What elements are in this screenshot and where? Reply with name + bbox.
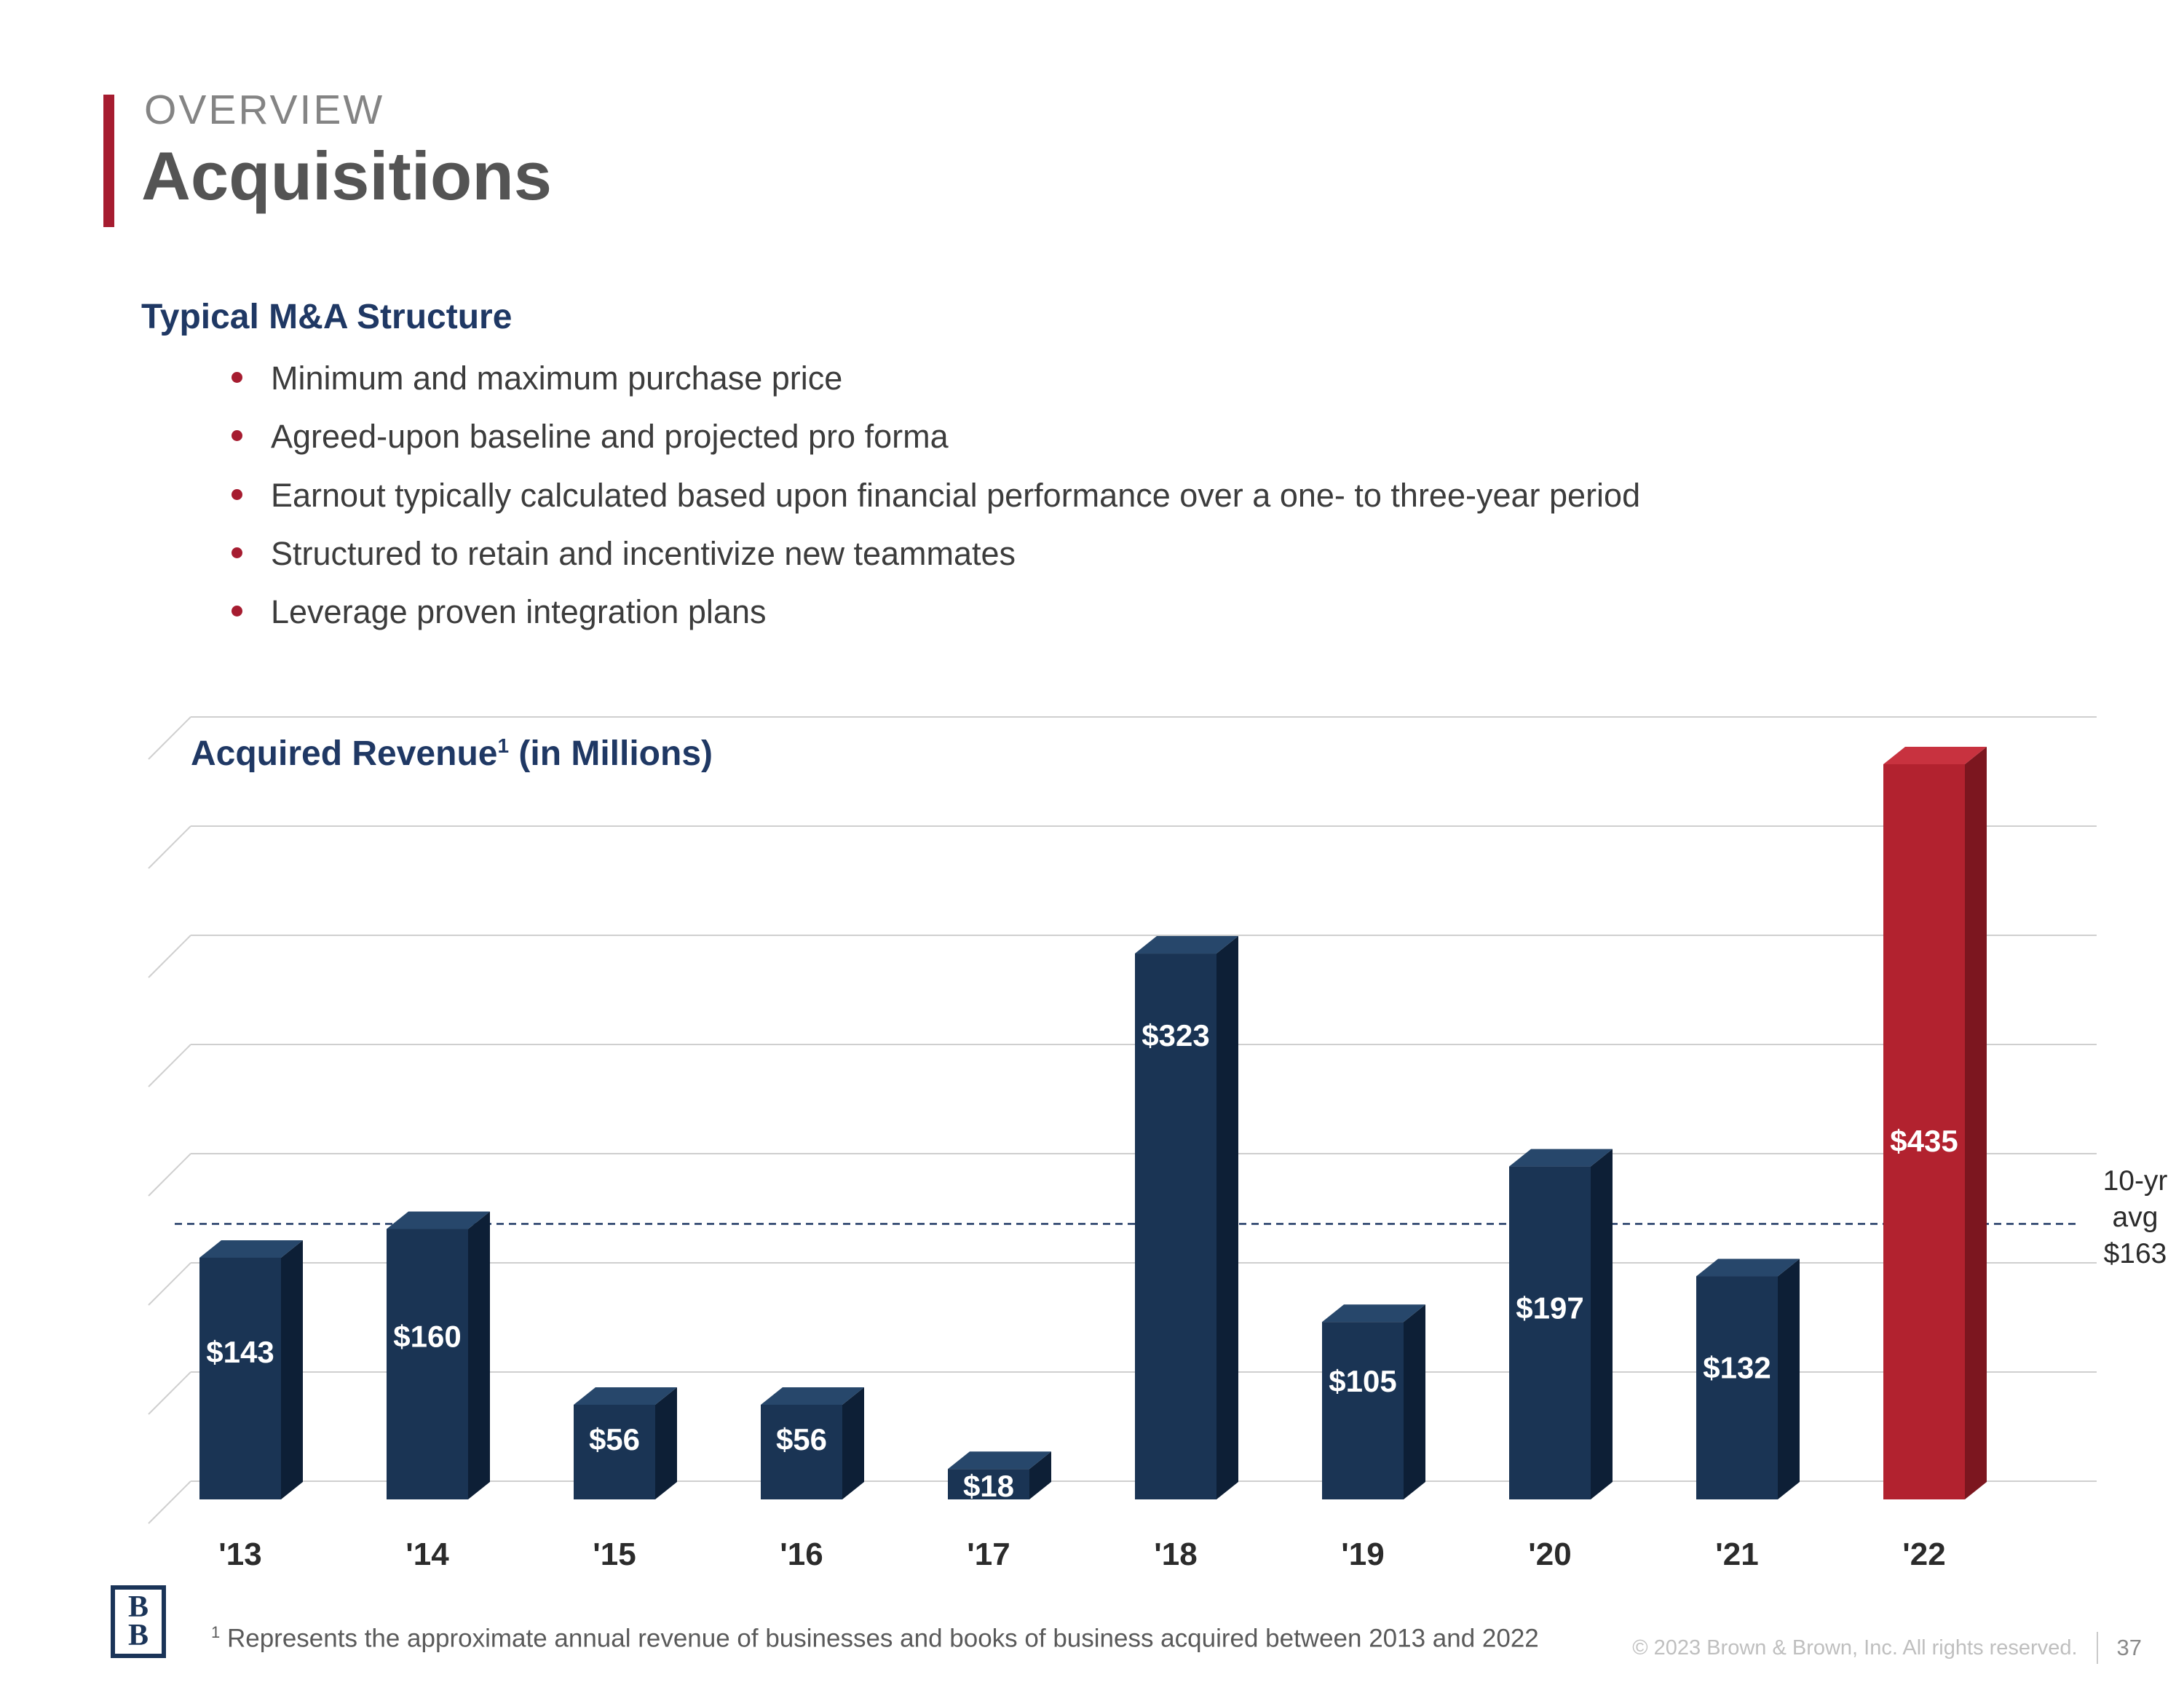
average-line-label-line: avg — [2112, 1201, 2159, 1233]
bar — [387, 1229, 468, 1499]
average-line-label-line: 10-yr — [2102, 1165, 2168, 1197]
bar — [1322, 1322, 1404, 1499]
bullet-item: Agreed-upon baseline and projected pro f… — [227, 419, 1640, 454]
gridline-perspective-tick — [148, 1480, 191, 1524]
footer-right: © 2023 Brown & Brown, Inc. All rights re… — [1632, 1632, 2142, 1664]
bar-top-face — [1883, 747, 1987, 764]
gridline-perspective-tick — [148, 1371, 191, 1415]
bar-side-face — [1029, 1451, 1051, 1499]
gridline-perspective-tick — [148, 1262, 191, 1306]
x-axis-label: '16 — [780, 1537, 823, 1572]
bar — [1135, 953, 1216, 1499]
header-accent-bar — [103, 95, 114, 227]
bar-top-face — [387, 1211, 490, 1229]
bar-top-face — [1696, 1258, 1800, 1277]
bullet-item: Minimum and maximum purchase price — [227, 361, 1640, 395]
bullet-list: Minimum and maximum purchase price Agree… — [227, 361, 1640, 653]
bar-value-label: $105 — [1329, 1364, 1396, 1398]
bar-side-face — [1404, 1304, 1425, 1499]
footnote: 1 Represents the approximate annual reve… — [211, 1623, 1539, 1654]
bar — [574, 1404, 655, 1499]
x-axis-label: '15 — [593, 1537, 636, 1572]
bar-value-label: $143 — [206, 1335, 274, 1369]
bar — [1696, 1276, 1778, 1499]
logo-letter: B — [127, 1619, 149, 1652]
gridline-perspective-tick — [148, 825, 191, 869]
gridline-perspective-tick — [148, 716, 191, 760]
bullet-item: Leverage proven integration plans — [227, 595, 1640, 629]
bar-side-face — [1965, 747, 1987, 1499]
bar-value-label: $132 — [1703, 1351, 1770, 1385]
bar — [948, 1469, 1029, 1499]
logo-letter: B — [127, 1590, 149, 1625]
bar-top-face — [199, 1240, 303, 1258]
bar-side-face — [468, 1211, 490, 1499]
bar-value-label: $56 — [589, 1422, 640, 1456]
bar-value-label: $197 — [1516, 1291, 1583, 1325]
x-axis-label: '13 — [218, 1537, 261, 1572]
copyright-text: © 2023 Brown & Brown, Inc. All rights re… — [1632, 1636, 2078, 1660]
footnote-text: Represents the approximate annual revenu… — [220, 1624, 1539, 1653]
average-line-label: 10-yr avg $163 — [2081, 1163, 2184, 1272]
x-axis-label: '14 — [405, 1537, 449, 1572]
bar — [761, 1404, 842, 1499]
chart-title-footnote-marker: 1 — [497, 734, 510, 757]
section-eyebrow: OVERVIEW — [144, 87, 385, 133]
gridline-perspective-tick — [148, 935, 191, 978]
bar-side-face — [842, 1387, 864, 1499]
bar-top-face — [761, 1387, 864, 1405]
chart-title-text: Acquired Revenue — [191, 734, 498, 773]
page-number: 37 — [2116, 1635, 2142, 1660]
bar — [1883, 764, 1965, 1499]
page-title: Acquisitions — [141, 138, 553, 214]
gridline-perspective-tick — [148, 1044, 191, 1087]
x-axis-label: '21 — [1715, 1537, 1758, 1572]
x-axis-label: '17 — [967, 1537, 1010, 1572]
average-line-label-line: $163 — [2103, 1237, 2167, 1269]
bar-side-face — [655, 1387, 677, 1499]
bar-top-face — [574, 1387, 677, 1405]
x-axis-label: '19 — [1341, 1537, 1384, 1572]
bar-value-label: $18 — [963, 1469, 1014, 1503]
footer-divider — [2096, 1632, 2098, 1664]
chart-title-units: (in Millions) — [509, 734, 713, 773]
chart-title: Acquired Revenue1 (in Millions) — [191, 734, 713, 774]
bar-value-label: $160 — [393, 1320, 461, 1354]
gridline-perspective-tick — [148, 1153, 191, 1197]
bar-top-face — [1135, 936, 1238, 954]
footnote-marker: 1 — [211, 1623, 221, 1641]
x-axis-label: '18 — [1154, 1537, 1197, 1572]
bar-value-label: $435 — [1890, 1124, 1958, 1158]
bar-top-face — [948, 1451, 1051, 1470]
bar-side-face — [1591, 1149, 1613, 1499]
bar-side-face — [281, 1240, 303, 1499]
x-axis-label: '20 — [1528, 1537, 1571, 1572]
bar-top-face — [1509, 1149, 1613, 1167]
x-axis-label: '22 — [1902, 1537, 1945, 1572]
bar-side-face — [1778, 1258, 1800, 1499]
bar — [199, 1257, 281, 1499]
bullet-item: Earnout typically calculated based upon … — [227, 477, 1640, 512]
bar-value-label: $56 — [776, 1422, 827, 1456]
bar-value-label: $323 — [1142, 1018, 1209, 1052]
brown-and-brown-logo: B B — [111, 1585, 166, 1658]
bar-top-face — [1322, 1304, 1425, 1323]
bar-side-face — [1216, 936, 1238, 1499]
bar — [1509, 1166, 1591, 1499]
bullet-item: Structured to retain and incentivize new… — [227, 536, 1640, 571]
section-heading: Typical M&A Structure — [141, 298, 513, 336]
